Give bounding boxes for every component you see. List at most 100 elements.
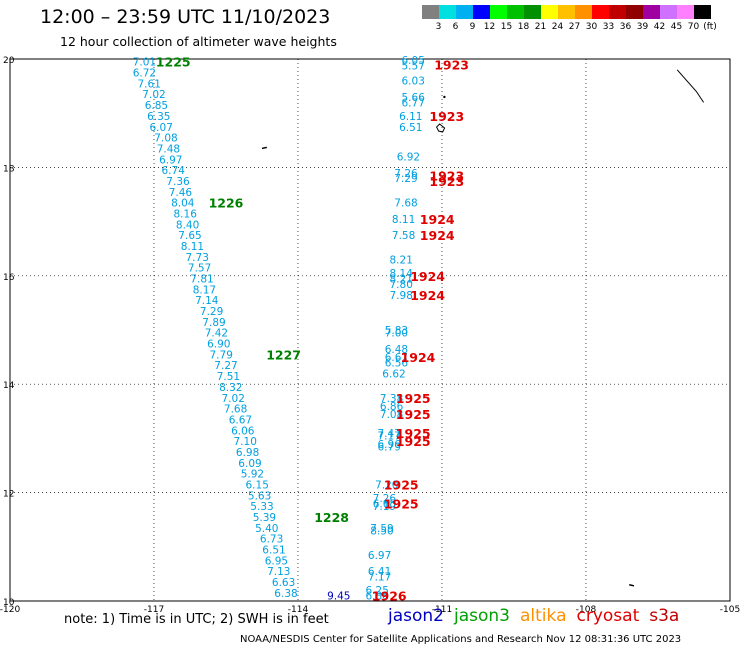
time-label: 1925 [396, 391, 431, 406]
color-swatch [558, 5, 575, 19]
wave-height-label: 7.61 [138, 78, 161, 90]
wave-height-label: 7.46 [169, 187, 193, 199]
wave-height-label: 5.92 [241, 469, 264, 481]
satellite-legend: jason2 jason3 altika cryosat s3a [388, 606, 689, 626]
wave-height-label: 7.68 [224, 404, 247, 416]
wave-height-label: 7.98 [390, 290, 413, 302]
wave-height-label: 6.11 [399, 111, 422, 123]
wave-height-label: 5.63 [248, 490, 271, 502]
time-label: 1924 [420, 212, 455, 227]
wave-height-label: 9.45 [327, 591, 350, 603]
time-label: 1226 [209, 196, 244, 211]
chart-subtitle: 12 hour collection of altimeter wave hei… [60, 34, 337, 49]
wave-height-label: 6.96 [378, 439, 402, 451]
plot-frame [9, 58, 731, 602]
color-swatch [660, 5, 677, 19]
wave-height-label: 6.65 [373, 498, 396, 510]
wave-height-label: 7.73 [186, 252, 209, 264]
wave-height-label: 6.06 [231, 425, 255, 437]
wave-height-label: 6.25 [366, 585, 389, 597]
wave-height-label: 8.40 [176, 219, 199, 231]
time-label: 1227 [266, 347, 301, 362]
footer-credit: NOAA/NESDIS Center for Satellite Applica… [240, 634, 682, 645]
color-scale-label: 6 [452, 22, 459, 32]
time-label: 1925 [396, 434, 431, 449]
island-outline [435, 123, 446, 133]
island-dot [443, 95, 446, 99]
wave-height-label: 7.17 [378, 431, 401, 443]
time-label: 1923 [429, 174, 464, 189]
wave-height-label: 6.03 [402, 76, 425, 88]
y-tick-label: 16 [3, 273, 15, 283]
wave-height-label: 7.27 [214, 360, 237, 372]
wave-height-label: 7.80 [390, 279, 413, 291]
time-label: 1924 [420, 228, 455, 243]
time-label: 1924 [410, 288, 445, 303]
footer-note: note: 1) Time is in UTC; 2) SWH is in fe… [64, 612, 329, 627]
wave-height-label: 6.86 [380, 401, 404, 413]
wave-height-label: 7.10 [234, 436, 257, 448]
time-label: 1923 [429, 169, 464, 184]
wave-height-label: 7.01 [133, 57, 156, 69]
y-tick-label: 10 [3, 598, 15, 608]
time-label: 1925 [396, 407, 431, 422]
time-label: 1923 [429, 109, 464, 124]
wave-height-label: 7.08 [154, 133, 177, 145]
color-scale-label: 30 [585, 22, 598, 32]
island-dot [261, 146, 267, 150]
wave-height-label: 7.51 [217, 371, 240, 383]
wave-height-label: 6.48 [385, 344, 408, 356]
wave-height-label: 8.21 [390, 255, 413, 267]
chart-title: 12:00 – 23:59 UTC 11/10/2023 [40, 6, 331, 28]
wave-height-label: 7.13 [267, 566, 290, 578]
wave-height-label: 6.51 [399, 122, 422, 134]
wave-height-label: 6.97 [368, 550, 391, 562]
wave-height-label: 6.56 [385, 358, 409, 370]
color-swatch [609, 5, 626, 19]
time-label: 1925 [384, 477, 419, 492]
wave-height-label: 6.88 [366, 591, 389, 603]
legend-item: jason2 [388, 606, 444, 626]
color-scale-label: 33 [602, 22, 615, 32]
wave-height-label: 7.00 [385, 328, 408, 340]
wave-height-label: 8.21 [390, 274, 413, 286]
wave-height-label: 6.07 [150, 122, 173, 134]
wave-height-label: 8.11 [392, 214, 415, 226]
color-swatch [575, 5, 592, 19]
legend-item: altika [520, 606, 567, 626]
wave-height-label: 8.17 [193, 284, 216, 296]
wave-height-label: 7.68 [394, 198, 417, 210]
wave-height-label: 5.66 [402, 92, 426, 104]
wave-height-label: 8.11 [181, 241, 204, 253]
wave-height-label: 7.47 [378, 428, 401, 440]
color-swatch [541, 5, 558, 19]
wave-height-label: 6.92 [397, 152, 420, 164]
wave-height-label: 6.85 [145, 100, 168, 112]
wave-height-label: 6.97 [159, 154, 182, 166]
wave-height-label: 8.14 [390, 268, 414, 280]
wave-height-label: 6.90 [207, 339, 230, 351]
y-tick-label: 12 [3, 490, 14, 500]
coastline [676, 69, 705, 103]
color-scale-label: 15 [500, 22, 513, 32]
wave-height-label: 5.40 [255, 523, 278, 535]
wave-height-label: 6.09 [238, 458, 261, 470]
wave-height-label: 7.57 [188, 263, 211, 275]
y-tick-label: 14 [3, 381, 15, 391]
color-swatch [456, 5, 473, 19]
color-swatch [439, 5, 456, 19]
wave-height-label: 7.29 [200, 306, 223, 318]
wave-height-label: 7.58 [392, 230, 415, 242]
wave-height-label: 7.81 [190, 274, 213, 286]
color-swatch [643, 5, 660, 19]
time-label: 1925 [384, 496, 419, 511]
wave-height-label: 6.67 [385, 352, 408, 364]
color-swatch [473, 5, 490, 19]
wave-height-label: 7.36 [166, 176, 190, 188]
time-label: 1228 [314, 510, 349, 525]
wave-height-label: 6.62 [382, 368, 405, 380]
wave-height-label: 6.79 [378, 442, 401, 454]
x-tick-label: -114 [288, 605, 309, 615]
wave-height-label: 7.42 [205, 328, 228, 340]
